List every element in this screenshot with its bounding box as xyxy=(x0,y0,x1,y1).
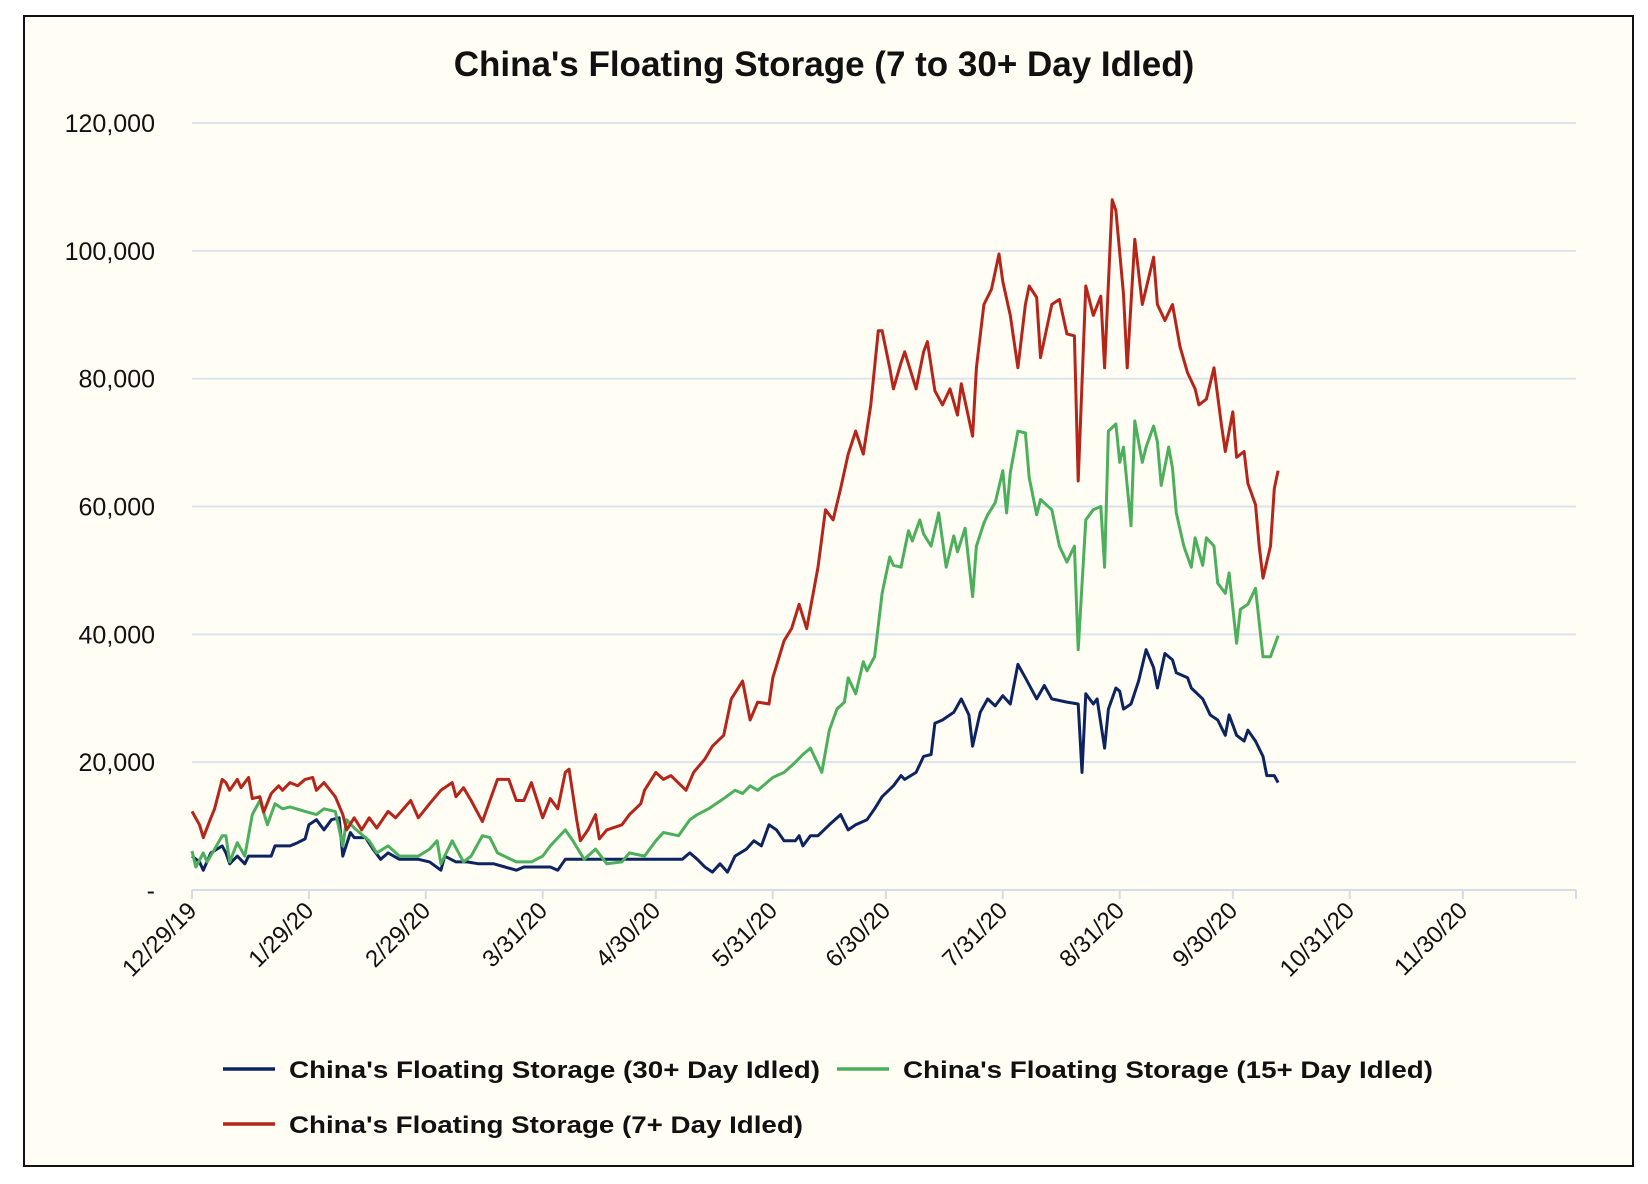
y-tick-label: 80,000 xyxy=(79,366,155,394)
series-line-1 xyxy=(190,419,1280,869)
y-tick-label: 120,000 xyxy=(65,110,155,138)
x-tick-label: 9/30/20 xyxy=(1167,897,1243,973)
x-tick-label: 6/30/20 xyxy=(820,897,896,973)
x-tick-label: 12/29/19 xyxy=(117,897,202,982)
x-tick-label: 5/31/20 xyxy=(707,897,783,973)
chart-title: China's Floating Storage (7 to 30+ Day I… xyxy=(454,45,1195,84)
y-tick-label: 40,000 xyxy=(79,621,155,649)
legend-label-2: China's Floating Storage (7+ Day Idled) xyxy=(289,1112,803,1139)
series-line-2 xyxy=(190,198,1280,843)
x-tick-label: 10/31/20 xyxy=(1275,897,1360,982)
x-tick-label: 11/30/20 xyxy=(1389,897,1473,981)
legend-label-1: China's Floating Storage (15+ Day Idled) xyxy=(903,1057,1433,1084)
y-axis: - 20,000 40,000 60,000 80,000 100,000 120,000 xyxy=(65,110,155,905)
x-tick-label: 7/31/20 xyxy=(937,897,1013,973)
x-tick-label: 4/30/20 xyxy=(590,897,666,973)
chart-frame xyxy=(23,15,1634,1167)
gridlines xyxy=(192,122,1576,764)
y-tick-label: - xyxy=(147,877,155,905)
x-tick-label: 2/29/20 xyxy=(360,897,436,973)
x-tick-label: 8/31/20 xyxy=(1054,897,1130,973)
y-tick-label: 100,000 xyxy=(65,238,155,266)
legend: China's Floating Storage (30+ Day Idled)… xyxy=(223,1057,1433,1139)
y-tick-label: 60,000 xyxy=(79,494,155,522)
series-lines xyxy=(190,198,1280,874)
x-axis: 12/29/19 1/29/20 2/29/20 3/31/20 4/30/20 5/31… xyxy=(117,889,1577,982)
legend-label-0: China's Floating Storage (30+ Day Idled) xyxy=(289,1057,820,1084)
series-line-0 xyxy=(191,648,1280,874)
y-tick-label: 20,000 xyxy=(79,749,155,777)
x-tick-label: 1/29/20 xyxy=(243,897,319,973)
x-tick-label: 3/31/20 xyxy=(477,897,553,973)
